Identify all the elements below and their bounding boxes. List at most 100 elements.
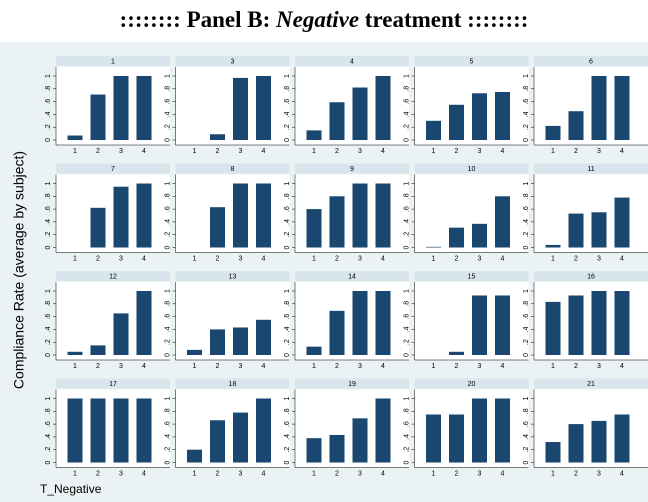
panel-title: 3 — [231, 58, 235, 65]
panel-title: 8 — [231, 166, 235, 173]
y-tick-label: 1 — [403, 289, 410, 293]
bar — [472, 93, 487, 140]
x-tick-label: 4 — [381, 255, 385, 262]
x-tick-label: 2 — [455, 470, 459, 477]
panel-plot — [175, 67, 290, 145]
y-tick-label: .4 — [45, 111, 52, 117]
bar — [614, 414, 630, 463]
bar — [256, 319, 271, 355]
bar — [67, 398, 83, 463]
y-tick-label: .4 — [523, 219, 530, 225]
bar — [568, 213, 584, 248]
y-tick-label: .4 — [45, 219, 52, 225]
bar — [113, 186, 129, 248]
panel-header — [534, 56, 648, 66]
bar — [568, 111, 584, 140]
bar — [591, 420, 607, 463]
x-tick-label: 3 — [358, 363, 362, 370]
y-tick-label: 1 — [45, 396, 52, 400]
bar — [90, 345, 106, 355]
x-tick-label: 4 — [142, 363, 146, 370]
panel-header — [175, 163, 290, 174]
panel-plot — [175, 174, 290, 253]
x-tick-label: 3 — [478, 363, 482, 370]
y-tick-label: 0 — [164, 353, 171, 357]
y-tick-label: .8 — [284, 86, 291, 92]
y-tick-label: 1 — [284, 396, 291, 400]
y-tick-label: 1 — [164, 181, 171, 185]
bar — [472, 295, 487, 355]
y-tick-label: .4 — [403, 326, 410, 332]
y-tick-label: 0 — [403, 460, 410, 464]
y-tick-label: .4 — [164, 434, 171, 440]
x-tick-label: 1 — [551, 148, 555, 155]
y-tick-label: .4 — [164, 219, 171, 225]
x-tick-label: 4 — [381, 148, 385, 155]
panel-header — [175, 378, 290, 389]
panel-header — [534, 271, 648, 281]
y-tick-label: 1 — [284, 289, 291, 293]
y-tick-label: .8 — [45, 301, 52, 307]
panel-title: 19 — [348, 381, 356, 388]
x-tick-label: 4 — [142, 148, 146, 155]
bar — [614, 197, 630, 248]
y-tick-label: .8 — [284, 193, 291, 199]
x-tick-label: 3 — [478, 255, 482, 262]
bar — [495, 295, 510, 355]
y-tick-label: .2 — [45, 339, 52, 345]
panel-header — [414, 56, 529, 66]
x-tick-label: 2 — [96, 148, 100, 155]
y-tick-label: .8 — [523, 408, 530, 414]
y-tick-label: .2 — [284, 232, 291, 238]
y-tick-label: .6 — [403, 206, 410, 212]
x-tick-label: 2 — [455, 255, 459, 262]
bar — [306, 209, 322, 248]
bar — [375, 76, 391, 140]
bar — [545, 125, 561, 140]
bar — [426, 120, 441, 140]
y-tick-label: 0 — [284, 460, 291, 464]
y-tick-label: 0 — [45, 138, 52, 142]
panel-title: 13 — [229, 273, 237, 280]
panel-header — [295, 163, 409, 174]
bar — [545, 442, 561, 463]
y-tick-label: 0 — [284, 245, 291, 249]
title-part: :::::::: Panel B: — [120, 7, 276, 32]
panel-header — [295, 378, 409, 389]
y-tick-label: 1 — [164, 396, 171, 400]
panel-header — [56, 271, 170, 281]
bar — [495, 398, 510, 463]
y-tick-label: .6 — [284, 314, 291, 320]
x-tick-label: 3 — [358, 148, 362, 155]
y-tick-label: 0 — [164, 245, 171, 249]
y-tick-label: .6 — [523, 206, 530, 212]
y-tick-label: .4 — [284, 219, 291, 225]
bar — [90, 398, 106, 463]
y-tick-label: 0 — [45, 245, 52, 249]
x-tick-label: 1 — [312, 470, 316, 477]
x-tick-label: 2 — [574, 255, 578, 262]
x-tick-label: 2 — [335, 470, 339, 477]
x-tick-label: 2 — [574, 148, 578, 155]
x-tick-label: 2 — [335, 363, 339, 370]
y-tick-label: .8 — [45, 193, 52, 199]
y-tick-label: .8 — [45, 408, 52, 414]
y-tick-label: .2 — [403, 447, 410, 453]
y-tick-label: .8 — [403, 301, 410, 307]
y-tick-label: .4 — [523, 111, 530, 117]
bar — [591, 212, 607, 248]
title-part: treatment :::::::: — [359, 7, 528, 32]
bar — [256, 183, 271, 248]
x-tick-label: 1 — [551, 470, 555, 477]
x-tick-label: 1 — [193, 470, 197, 477]
x-tick-label: 1 — [73, 255, 77, 262]
panel-plot — [56, 67, 170, 145]
y-tick-label: .6 — [523, 421, 530, 427]
x-tick-label: 4 — [620, 363, 624, 370]
x-tick-label: 4 — [262, 255, 266, 262]
panel-header — [56, 378, 170, 389]
y-tick-label: .8 — [164, 408, 171, 414]
y-tick-label: 0 — [45, 460, 52, 464]
panel-plot — [175, 282, 290, 360]
x-tick-label: 4 — [620, 148, 624, 155]
